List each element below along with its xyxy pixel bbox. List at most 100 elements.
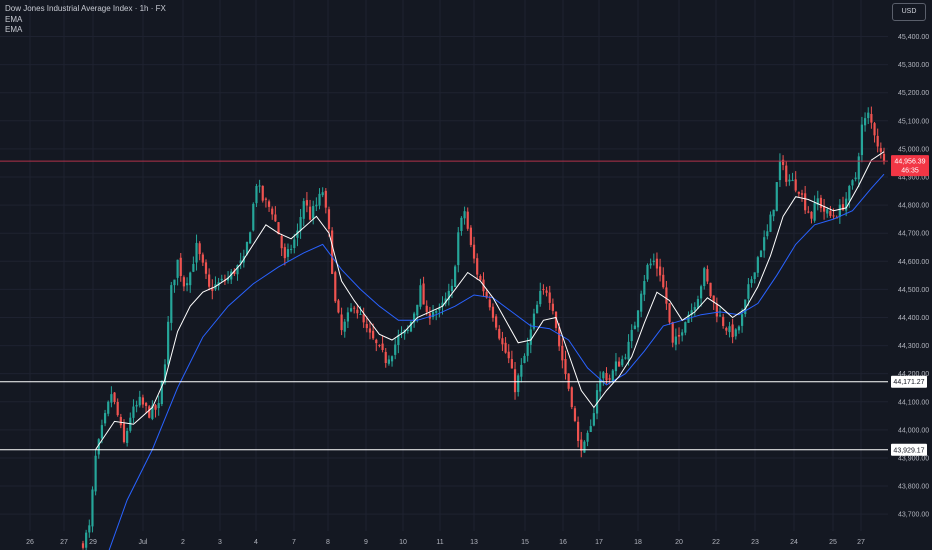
candle-body [454, 266, 457, 287]
candle-body [144, 402, 148, 406]
candle [154, 403, 157, 418]
candle [526, 337, 529, 362]
candle [479, 274, 482, 282]
candle [712, 295, 715, 310]
candle-body [772, 209, 775, 217]
candle-body [160, 380, 163, 405]
candle-body [756, 257, 759, 273]
candle [107, 400, 110, 417]
candle-body [589, 426, 592, 432]
candle [293, 233, 296, 254]
candle-body [567, 373, 570, 389]
candle-body [258, 185, 261, 187]
candle [832, 208, 835, 220]
x-tick-label: 27 [857, 539, 865, 546]
candle-body [236, 265, 239, 275]
candle-body [397, 334, 400, 345]
candle-body [476, 258, 479, 275]
candle [791, 172, 794, 182]
candle-body [693, 307, 696, 311]
candle-body [327, 209, 331, 229]
y-tick-label: 45,200.00 [898, 90, 929, 97]
candle [867, 107, 870, 125]
candle [113, 392, 116, 405]
candle [463, 206, 466, 225]
candle-body [851, 180, 854, 186]
candle [343, 318, 346, 338]
candle-body [797, 191, 800, 194]
candle-body [583, 441, 586, 453]
candle [447, 283, 450, 306]
candle-body [532, 313, 536, 329]
candle-body [324, 190, 327, 208]
x-tick-label: 15 [521, 539, 529, 546]
candle [230, 269, 233, 285]
candle-body [299, 217, 302, 231]
candle-body [614, 361, 618, 372]
candle-body [208, 274, 211, 287]
candle-body [400, 332, 403, 334]
candle [129, 412, 132, 433]
x-tick-label: 4 [254, 539, 258, 546]
candle-body [126, 430, 129, 443]
candle-body [419, 285, 422, 307]
candle-body [378, 344, 381, 346]
candle [693, 302, 696, 316]
candle-body [668, 303, 671, 323]
candle [750, 276, 753, 288]
ema-indicator-1[interactable]: EMA [5, 14, 23, 24]
candle-body [554, 311, 558, 328]
currency-button[interactable]: USD [892, 3, 926, 21]
candle [536, 301, 539, 314]
candle [416, 304, 419, 323]
candle-body [167, 321, 170, 365]
y-tick-label: 44,200.00 [898, 371, 929, 378]
x-tick-label: 26 [26, 539, 34, 546]
candle [315, 197, 318, 212]
y-tick-label: 44,400.00 [898, 315, 929, 322]
candle-body [107, 401, 110, 414]
candle [800, 189, 804, 202]
candle-body [394, 344, 397, 355]
candle [334, 270, 337, 304]
candle [870, 106, 873, 129]
candle-body [759, 250, 763, 258]
candle-body [586, 432, 589, 442]
candle-body [690, 310, 693, 316]
candle-body [696, 299, 700, 309]
candle-body [870, 114, 873, 123]
y-tick-label: 43,800.00 [898, 484, 929, 491]
candle [381, 335, 384, 353]
candle-body [387, 359, 390, 364]
candle [551, 298, 554, 315]
candle [769, 211, 772, 233]
candle [148, 405, 151, 419]
candle-body [211, 287, 214, 291]
candle-body [356, 309, 359, 314]
candle [324, 188, 327, 214]
candle [649, 258, 652, 269]
candle [589, 419, 592, 433]
candle [431, 305, 435, 320]
y-tick-label: 45,400.00 [898, 34, 929, 41]
x-tick-label: 2 [181, 539, 185, 546]
candle [652, 253, 655, 266]
candle [81, 540, 85, 550]
candle [570, 386, 573, 410]
candle-body [346, 312, 349, 322]
candle [321, 187, 324, 198]
candle [599, 371, 602, 400]
candle-body [504, 342, 507, 353]
ema-indicator-2[interactable]: EMA [5, 25, 23, 34]
candle-body [435, 310, 438, 313]
candle [349, 303, 353, 313]
candle [132, 399, 135, 424]
candle-body [602, 372, 605, 379]
candle-body [192, 264, 195, 272]
candle-body [195, 242, 198, 263]
candle [605, 367, 608, 384]
candle-body [845, 198, 848, 211]
candle-body [781, 159, 785, 165]
candle-body [712, 295, 715, 303]
